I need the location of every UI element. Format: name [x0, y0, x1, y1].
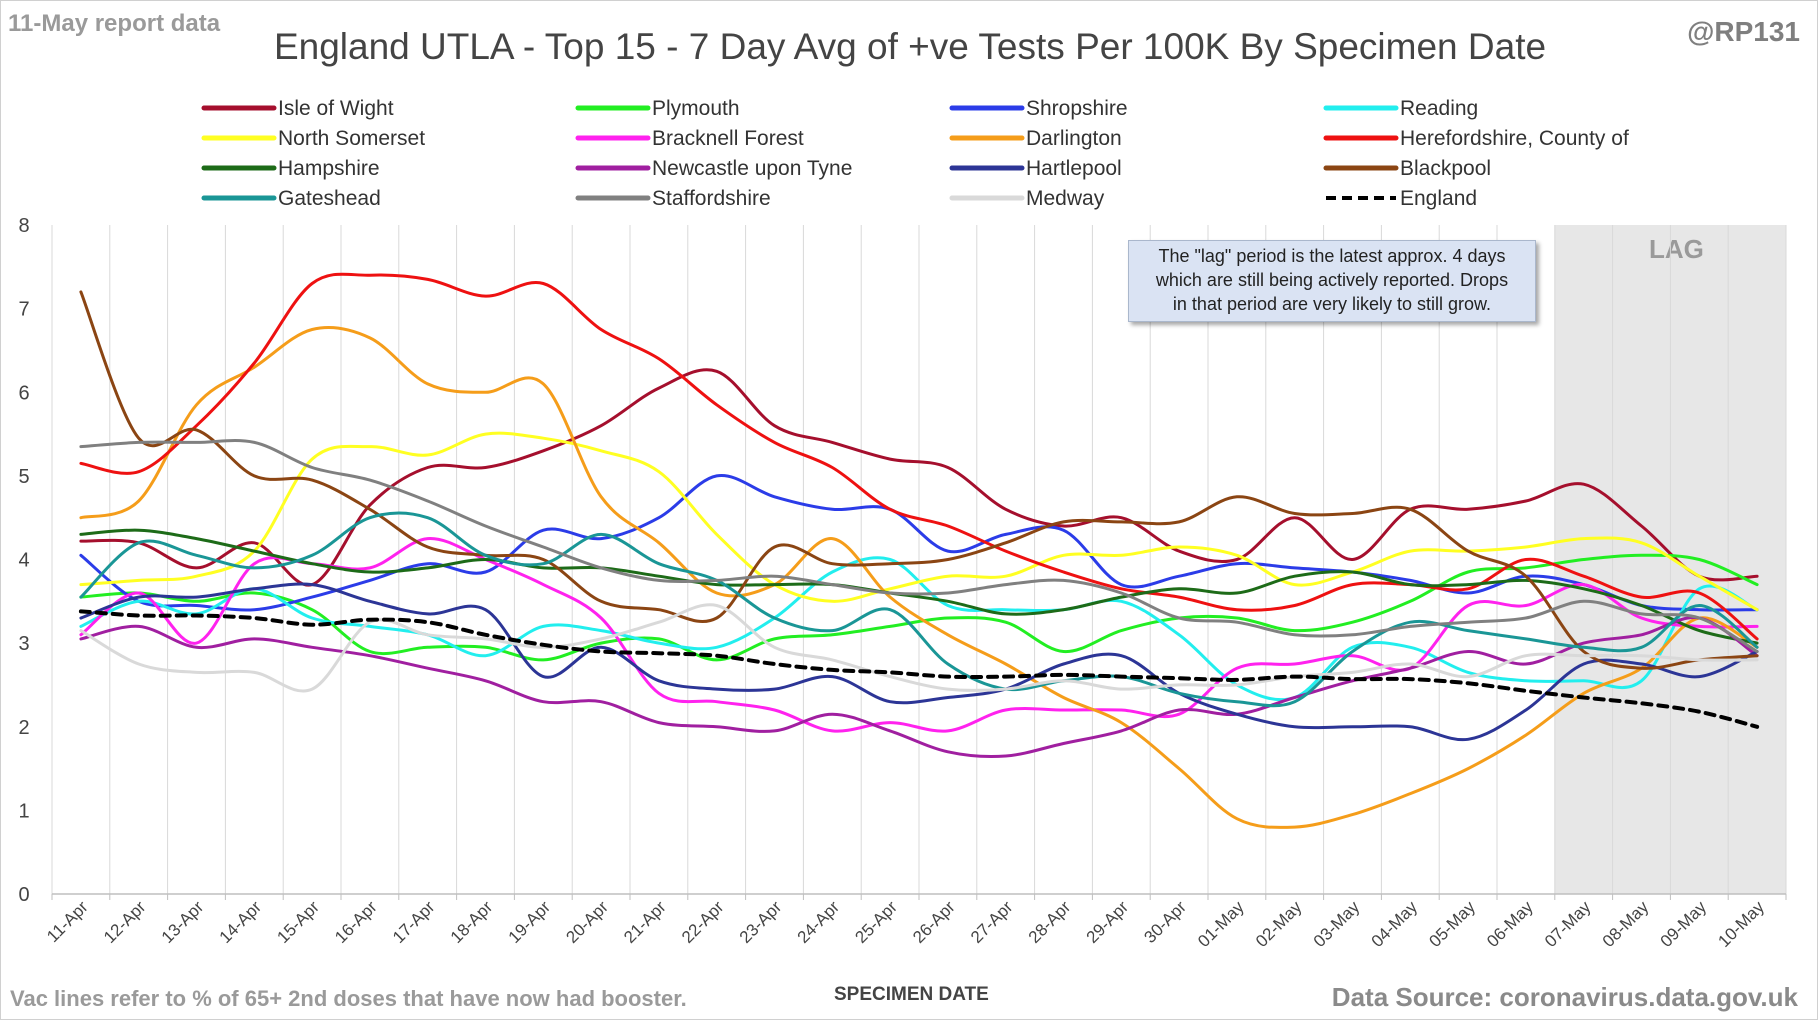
x-tick-label: 02-May [1252, 897, 1306, 951]
series-line-shropshire [79, 474, 1759, 612]
x-tick-label: 16-Apr [331, 897, 381, 947]
chart-title: England UTLA - Top 15 - 7 Day Avg of +ve… [273, 26, 1547, 67]
x-tick-label: 17-Apr [389, 897, 439, 947]
x-tick-label: 03-May [1310, 897, 1364, 951]
series-line-plymouth [79, 553, 1759, 662]
data-source: Data Source: coronavirus.data.gov.uk [1331, 982, 1798, 1012]
x-tick-label: 24-Apr [794, 897, 844, 947]
y-tick-label: 5 [18, 466, 29, 488]
x-tick-label: 06-May [1483, 897, 1537, 951]
author-handle: @RP131 [1687, 16, 1800, 47]
x-tick-label: 30-Apr [1140, 897, 1190, 947]
x-tick-label: 19-Apr [505, 897, 555, 947]
annotation-line: The "lag" period is the latest approx. 4… [1158, 246, 1506, 266]
legend-label: Blackpool [1400, 157, 1491, 180]
y-tick-label: 3 [18, 633, 29, 655]
series-line-staffordshire [79, 439, 1759, 653]
legend-label: Isle of Wight [278, 97, 394, 120]
legend-label: Herefordshire, County of [1400, 127, 1629, 150]
series-line-england [78, 609, 1760, 729]
legend-label: Darlington [1026, 127, 1122, 150]
legend-label: Hartlepool [1026, 157, 1122, 180]
x-tick-label: 10-May [1714, 897, 1768, 951]
x-tick-label: 29-Apr [1083, 897, 1133, 947]
x-axis-title: SPECIMEN DATE [834, 984, 989, 1005]
x-tick-label: 12-Apr [100, 897, 150, 947]
x-tick-label: 14-Apr [216, 897, 266, 947]
x-tick-label: 18-Apr [447, 897, 497, 947]
x-tick-label: 28-Apr [1025, 897, 1075, 947]
series-line-darlington [79, 326, 1759, 829]
annotation-line: which are still being actively reported.… [1155, 270, 1509, 290]
series-line-isle-of-wight [79, 368, 1759, 587]
series-line-gateshead [79, 511, 1759, 708]
series-line-hampshire [79, 528, 1759, 645]
y-tick-label: 2 [18, 717, 29, 739]
x-tick-label: 23-Apr [736, 897, 786, 947]
x-tick-label: 05-May [1425, 897, 1479, 951]
footnote: Vac lines refer to % of 65+ 2nd doses th… [10, 986, 687, 1011]
x-tick-label: 22-Apr [678, 897, 728, 947]
x-tick-label: 04-May [1368, 897, 1422, 951]
x-tick-label: 25-Apr [851, 897, 901, 947]
legend-label: Staffordshire [652, 187, 771, 210]
y-tick-label: 7 [18, 299, 29, 321]
y-tick-label: 1 [18, 800, 29, 822]
legend-label: Plymouth [652, 97, 740, 120]
series-line-hartlepool [79, 582, 1759, 742]
x-tick-label: 01-May [1194, 897, 1248, 951]
annotation-line: in that period are very likely to still … [1172, 294, 1492, 314]
x-tick-label: 15-Apr [273, 897, 323, 947]
series-line-newcastle-upon-tyne [79, 616, 1759, 759]
lag-annotation-box: The "lag" period is the latest approx. 4… [1128, 240, 1536, 322]
series-line-medway [79, 603, 1759, 693]
legend-label: Bracknell Forest [652, 127, 804, 150]
lag-label: LAG [1649, 234, 1704, 264]
legend-label: North Somerset [278, 127, 425, 150]
x-tick-label: 26-Apr [909, 897, 959, 947]
series-line-north-somerset [79, 431, 1759, 612]
series-line-reading [79, 556, 1759, 702]
report-date: 11-May report data [8, 10, 221, 37]
legend-label: Gateshead [278, 187, 381, 210]
legend-label: Medway [1026, 187, 1105, 210]
x-tick-label: 21-Apr [620, 897, 670, 947]
y-tick-label: 4 [18, 550, 29, 572]
x-tick-label: 08-May [1599, 897, 1653, 951]
x-tick-label: 27-Apr [967, 897, 1017, 947]
y-tick-label: 6 [18, 382, 29, 404]
x-tick-label: 20-Apr [562, 897, 612, 947]
series-line-herefordshire-county-of [79, 272, 1759, 641]
x-tick-label: 13-Apr [158, 897, 208, 947]
legend-label: Newcastle upon Tyne [652, 157, 852, 180]
x-tick-label: 07-May [1541, 897, 1595, 951]
legend-label: Reading [1400, 97, 1478, 120]
legend-label: England [1400, 187, 1477, 210]
legend-label: Hampshire [278, 157, 380, 180]
legend-label: Shropshire [1026, 97, 1128, 120]
series-line-blackpool [79, 290, 1759, 670]
x-tick-label: 11-Apr [43, 897, 92, 946]
y-tick-label: 8 [18, 215, 29, 237]
x-tick-label: 09-May [1657, 897, 1711, 951]
y-tick-label: 0 [18, 884, 29, 906]
